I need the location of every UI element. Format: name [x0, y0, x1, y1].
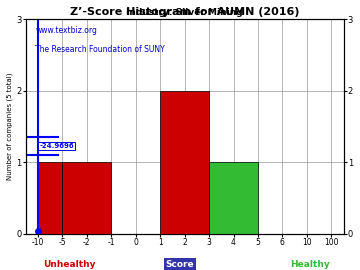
Bar: [209, 162, 258, 234]
Bar: [160, 91, 209, 234]
Title: Z’-Score Histogram for AUMN (2016): Z’-Score Histogram for AUMN (2016): [70, 7, 300, 17]
Text: www.textbiz.org: www.textbiz.org: [35, 26, 97, 35]
Text: Unhealthy: Unhealthy: [43, 260, 96, 269]
Y-axis label: Number of companies (5 total): Number of companies (5 total): [7, 73, 13, 180]
Text: Score: Score: [166, 260, 194, 269]
Text: Industry: Silver Mining: Industry: Silver Mining: [126, 8, 243, 17]
Text: Healthy: Healthy: [290, 260, 329, 269]
Text: The Research Foundation of SUNY: The Research Foundation of SUNY: [35, 45, 165, 54]
Bar: [62, 162, 111, 234]
Bar: [38, 162, 62, 234]
Text: -24.9696: -24.9696: [39, 143, 74, 149]
